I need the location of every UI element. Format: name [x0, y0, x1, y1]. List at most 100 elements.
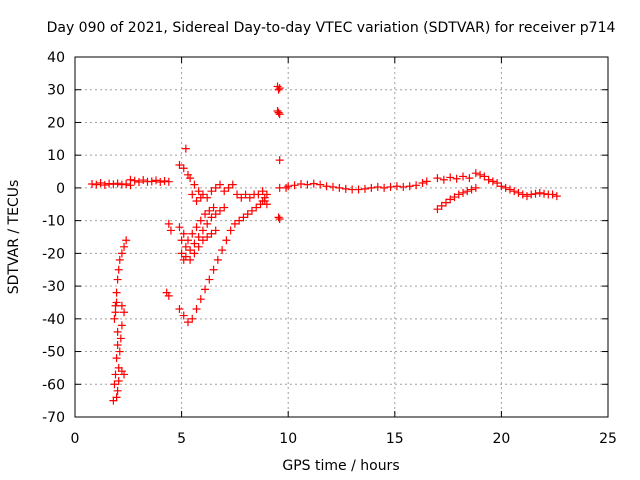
data-point [120, 242, 129, 251]
data-point [192, 223, 201, 232]
data-point [422, 177, 431, 186]
data-point [126, 175, 135, 184]
data-point [211, 183, 220, 192]
data-point [360, 184, 369, 193]
data-point [92, 180, 101, 189]
y-tick-label: 20 [47, 115, 65, 131]
data-point [113, 341, 122, 349]
data-point [367, 183, 376, 192]
data-point [166, 226, 175, 235]
data-point [316, 180, 325, 189]
data-point [471, 169, 480, 178]
data-point [179, 229, 188, 238]
data-point [120, 370, 129, 379]
data-point [405, 182, 414, 191]
data-point [514, 188, 523, 197]
data-points [88, 82, 561, 405]
y-tick-label: 0 [56, 181, 65, 197]
data-point [115, 255, 124, 264]
data-point [88, 179, 97, 188]
data-point [113, 386, 122, 395]
data-point [175, 161, 184, 169]
data-point [120, 308, 129, 317]
data-point [441, 198, 450, 207]
data-point [201, 285, 210, 294]
data-point [110, 380, 119, 389]
data-point [380, 183, 389, 192]
data-point [188, 229, 197, 238]
y-tick-label: -10 [42, 214, 65, 230]
data-point [203, 219, 212, 228]
data-point [463, 187, 472, 196]
x-tick-label: 5 [177, 431, 186, 447]
data-point [454, 190, 463, 199]
data-point [181, 144, 190, 153]
data-point [284, 182, 293, 191]
data-point [484, 175, 493, 184]
data-point [205, 275, 214, 284]
data-point [211, 210, 220, 219]
data-point [116, 334, 125, 343]
y-tick-label: -60 [42, 377, 65, 393]
data-point [192, 305, 201, 313]
data-point [354, 185, 363, 194]
y-axis-label: SDTVAR / TECUs [6, 180, 22, 295]
data-point [274, 213, 283, 222]
data-point [471, 183, 480, 192]
data-point [450, 193, 459, 202]
data-point [373, 182, 382, 191]
data-point [114, 377, 123, 385]
data-point [303, 180, 312, 189]
data-point [147, 177, 156, 186]
data-point [505, 185, 514, 194]
data-point [179, 311, 188, 320]
data-point [115, 347, 124, 356]
data-point [418, 179, 427, 187]
data-point [160, 177, 169, 186]
data-point [488, 177, 497, 186]
data-point [96, 179, 105, 187]
data-point [233, 190, 242, 199]
data-point [243, 210, 252, 219]
data-point [152, 176, 161, 185]
y-tick-label: -40 [42, 312, 65, 328]
data-point [179, 164, 188, 173]
data-point [459, 172, 468, 181]
data-point [117, 249, 126, 258]
data-point [309, 179, 318, 188]
x-tick-label: 0 [71, 431, 80, 447]
data-point [452, 174, 461, 183]
x-tick-labels: 0 5 10 15 20 25 [71, 431, 617, 447]
data-point [322, 182, 331, 191]
data-point [328, 182, 337, 191]
y-tick-label: -70 [42, 410, 65, 426]
data-point [139, 176, 148, 185]
data-point [386, 182, 395, 191]
data-point [335, 183, 344, 192]
data-point [156, 178, 165, 187]
data-point [207, 187, 216, 196]
data-point [467, 185, 476, 194]
y-tick-label: -50 [42, 345, 65, 361]
data-point [179, 255, 188, 264]
data-point [209, 265, 218, 274]
x-tick-label: 15 [386, 431, 404, 447]
data-point [275, 110, 284, 119]
data-point [459, 188, 468, 197]
data-point [130, 176, 139, 185]
data-point [207, 213, 216, 222]
plot-frame [74, 56, 609, 418]
data-point [196, 216, 205, 225]
data-point [177, 249, 186, 258]
data-point [122, 236, 131, 245]
data-point [226, 226, 235, 235]
data-point [230, 219, 239, 228]
data-point [196, 295, 205, 304]
data-point [262, 200, 271, 209]
data-point [205, 206, 214, 215]
data-point [245, 193, 254, 202]
data-point [175, 305, 184, 313]
data-point [239, 213, 248, 222]
